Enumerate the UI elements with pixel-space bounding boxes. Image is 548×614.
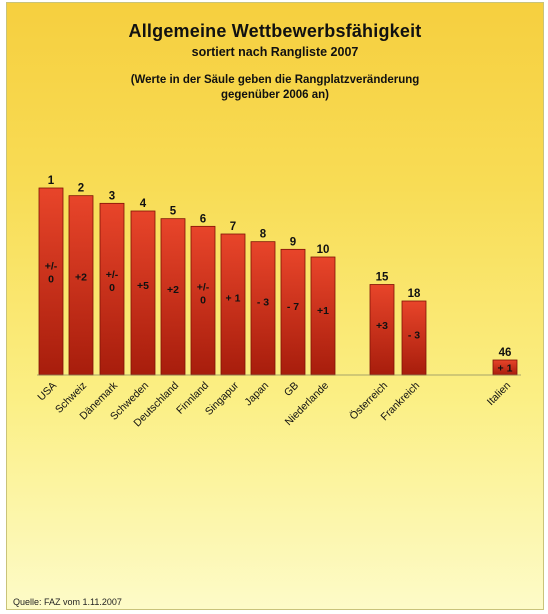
rank-label: 3 (109, 190, 115, 202)
rank-label: 46 (499, 347, 512, 359)
bar (280, 248, 306, 376)
rank-label: 8 (260, 229, 267, 241)
category-label: USA (35, 380, 59, 404)
bar (38, 187, 64, 376)
change-label: +/- (45, 261, 58, 273)
rank-label: 2 (78, 183, 84, 195)
change-label: +/- (106, 269, 119, 281)
change-label: +2 (167, 284, 179, 296)
category-label: Singapur (203, 379, 242, 418)
bar (160, 218, 186, 376)
change-label: +2 (75, 271, 87, 283)
bar (250, 241, 276, 376)
category-label: Italien (485, 380, 513, 408)
category-label: Japan (242, 380, 271, 409)
chart-note-line2: gegenüber 2006 an) (220, 89, 329, 101)
rank-label: 10 (317, 244, 330, 256)
rank-label: 5 (170, 206, 177, 218)
rank-label: 7 (230, 221, 236, 233)
rank-label: 18 (408, 288, 421, 300)
chart-title: Allgemeine Wettbewerbsfähigkeit (128, 21, 422, 41)
chart-note-line1: (Werte in der Säule geben die Rangplatzv… (130, 74, 420, 86)
bar (220, 233, 246, 376)
change-label: +/- (197, 282, 210, 294)
bar (190, 225, 216, 376)
bar (401, 300, 427, 376)
change-label: 0 (200, 295, 206, 307)
change-label: - 3 (408, 329, 420, 341)
rank-label: 9 (290, 236, 296, 248)
change-label: 0 (109, 282, 115, 294)
rank-label: 4 (140, 198, 147, 210)
bar (130, 210, 156, 376)
rank-label: 6 (200, 213, 206, 225)
chart-note: (Werte in der Säule geben die Rangplatzv… (7, 73, 543, 103)
change-label: +5 (137, 280, 149, 292)
category-label: GB (282, 380, 301, 399)
chart-panel: Allgemeine Wettbewerbsfähigkeit sortiert… (6, 2, 544, 610)
change-label: + 1 (498, 363, 513, 375)
change-label: 0 (48, 274, 54, 286)
chart-subtitle: sortiert nach Rangliste 2007 (191, 45, 359, 59)
rank-label: 15 (376, 272, 389, 284)
change-label: + 1 (226, 292, 241, 304)
rank-label: 1 (48, 175, 55, 187)
change-label: +3 (376, 320, 388, 332)
bar (68, 195, 94, 376)
change-label: - 3 (257, 297, 269, 309)
change-label: - 7 (287, 301, 299, 313)
source-note: Quelle: FAZ vom 1.11.2007 (13, 597, 122, 607)
change-label: +1 (317, 305, 329, 317)
bar (369, 284, 395, 376)
